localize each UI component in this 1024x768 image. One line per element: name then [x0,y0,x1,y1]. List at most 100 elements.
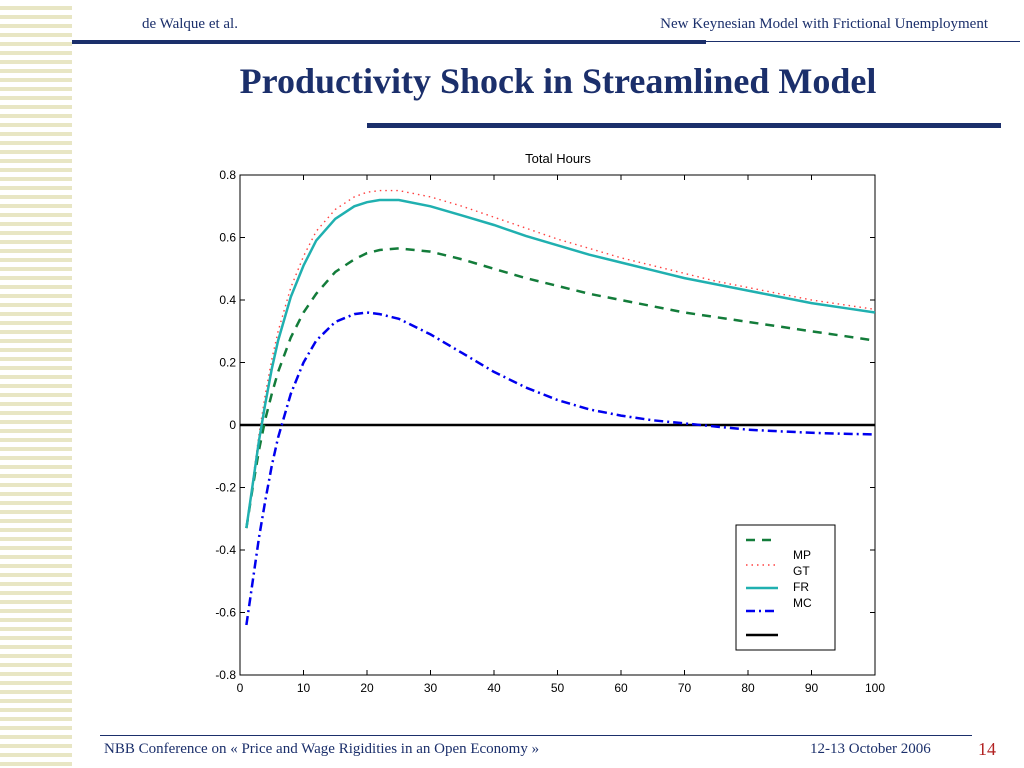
stripe [0,357,72,361]
y-tick-label: 0 [229,418,236,432]
stripe [0,276,72,280]
stripe [0,339,72,343]
y-tick-label: 0.8 [219,168,236,182]
stripe [0,78,72,82]
stripe [0,645,72,649]
stripe [0,33,72,37]
stripe [0,330,72,334]
stripe [0,375,72,379]
stripe [0,159,72,163]
stripe [0,492,72,496]
y-tick-label: -0.8 [215,668,236,682]
y-tick-label: -0.2 [215,481,236,495]
stripe [0,6,72,10]
stripe [0,231,72,235]
stripe [0,510,72,514]
y-tick-label: 0.2 [219,356,236,370]
title-underline [367,123,1001,128]
stripe [0,600,72,604]
stripe [0,204,72,208]
stripe [0,735,72,739]
total-hours-chart: Total Hours 0 10 20 30 40 50 60 70 80 90 100 -0.8 -0… [215,151,885,695]
stripe [0,96,72,100]
footer-rule [100,735,972,736]
stripe [0,537,72,541]
x-tick-label: 100 [865,681,885,695]
stripe [0,582,72,586]
stripe [0,717,72,721]
x-tick-label: 80 [741,681,755,695]
stripe [0,132,72,136]
stripe [0,285,72,289]
y-tick-label: -0.6 [215,606,236,620]
series-line-mc [245,311,876,626]
header-rule [72,40,706,44]
x-tick-label: 90 [805,681,819,695]
stripe [0,447,72,451]
stripe [0,195,72,199]
stripe [0,168,72,172]
x-tick-label: 70 [678,681,692,695]
stripe [0,321,72,325]
stripe [0,249,72,253]
stripe [0,384,72,388]
legend-label-mp: MP [793,548,811,562]
series-group [245,189,876,626]
axes: 0 10 20 30 40 50 60 70 80 90 100 -0.8 -0.6 -0.4 -0.2 0 0… [215,168,885,695]
series-line-mp [245,247,876,529]
stripe [0,744,72,748]
stripe [0,753,72,757]
header-rule-thin [704,41,1020,42]
x-tick-label: 40 [487,681,501,695]
stripe [0,564,72,568]
stripe [0,429,72,433]
stripe [0,294,72,298]
stripe [0,438,72,442]
stripe [0,69,72,73]
header-subtitle: New Keynesian Model with Frictional Unem… [660,16,988,32]
stripe [0,573,72,577]
stripe [0,87,72,91]
footer-date: 12-13 October 2006 [810,741,931,757]
stripe [0,51,72,55]
stripe [0,105,72,109]
legend-label-gt: GT [793,564,810,578]
x-tick-label: 20 [360,681,374,695]
stripe [0,546,72,550]
stripe [0,456,72,460]
x-tick-label: 60 [614,681,628,695]
stripe [0,465,72,469]
stripe [0,555,72,559]
stripe [0,240,72,244]
stripe [0,690,72,694]
legend: MP GT FR MC [735,524,836,651]
stripe [0,420,72,424]
stripe [0,141,72,145]
stripe [0,483,72,487]
series-line-fr [245,198,876,529]
y-tick-label: -0.4 [215,543,236,557]
stripe [0,591,72,595]
stripe [0,42,72,46]
stripe [0,60,72,64]
stripe [0,618,72,622]
stripe [0,474,72,478]
slide-title: Productivity Shock in Streamlined Model [239,61,877,101]
y-tick-label: 0.4 [219,293,236,307]
stripe [0,681,72,685]
stripe [0,222,72,226]
stripe [0,213,72,217]
legend-label-mc: MC [793,596,812,610]
stripe [0,501,72,505]
stripe [0,348,72,352]
stripe [0,672,72,676]
footer-conference: NBB Conference on « Price and Wage Rigid… [104,741,540,757]
stripe [0,636,72,640]
x-tick-label: 0 [237,681,244,695]
x-tick-label: 30 [424,681,438,695]
stripe [0,15,72,19]
decorative-stripes [0,6,72,766]
stripe [0,708,72,712]
page-number: 14 [978,739,996,759]
stripe [0,654,72,658]
